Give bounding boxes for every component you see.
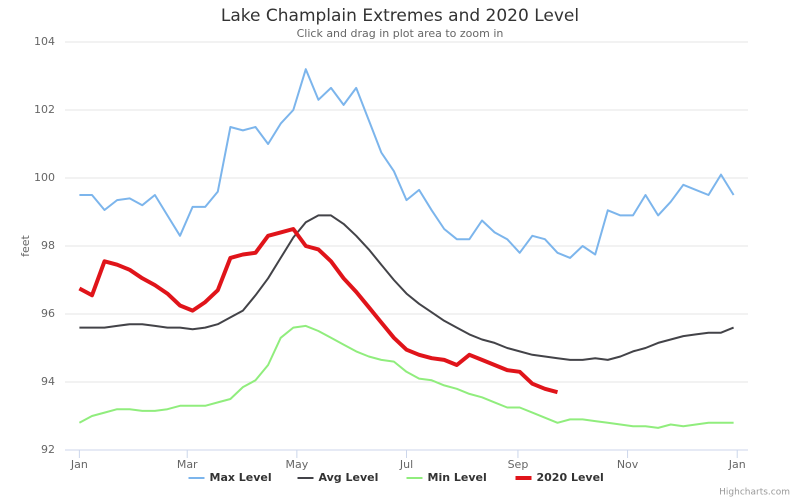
x-tick-label: Jul <box>399 458 413 471</box>
y-tick-label: 102 <box>34 103 55 116</box>
legend-label[interactable]: 2020 Level <box>537 471 604 484</box>
series-line <box>78 324 734 429</box>
legend-label[interactable]: Min Level <box>428 471 487 484</box>
x-tick-label: Nov <box>617 458 639 471</box>
y-tick-label: 98 <box>41 239 55 252</box>
x-tick-label: May <box>285 458 308 471</box>
series-line <box>79 68 735 259</box>
x-tick-label: Mar <box>177 458 198 471</box>
series-line <box>79 214 734 361</box>
series-line <box>78 227 559 395</box>
y-tick-label: 92 <box>41 443 55 456</box>
y-tick-label: 94 <box>41 375 55 388</box>
y-axis-label: feet <box>19 234 32 256</box>
x-tick-label: Jan <box>728 458 746 471</box>
y-tick-label: 104 <box>34 35 55 48</box>
y-tick-label: 96 <box>41 307 55 320</box>
y-tick-label: 100 <box>34 171 55 184</box>
x-tick-label: Sep <box>508 458 529 471</box>
chart-title: Lake Champlain Extremes and 2020 Level <box>221 6 579 26</box>
x-tick-label: Jan <box>70 458 88 471</box>
credits[interactable]: Highcharts.com <box>719 488 790 498</box>
chart-subtitle: Click and drag in plot area to zoom in <box>297 27 504 40</box>
legend-label[interactable]: Max Level <box>210 471 272 484</box>
legend-label[interactable]: Avg Level <box>319 471 379 484</box>
